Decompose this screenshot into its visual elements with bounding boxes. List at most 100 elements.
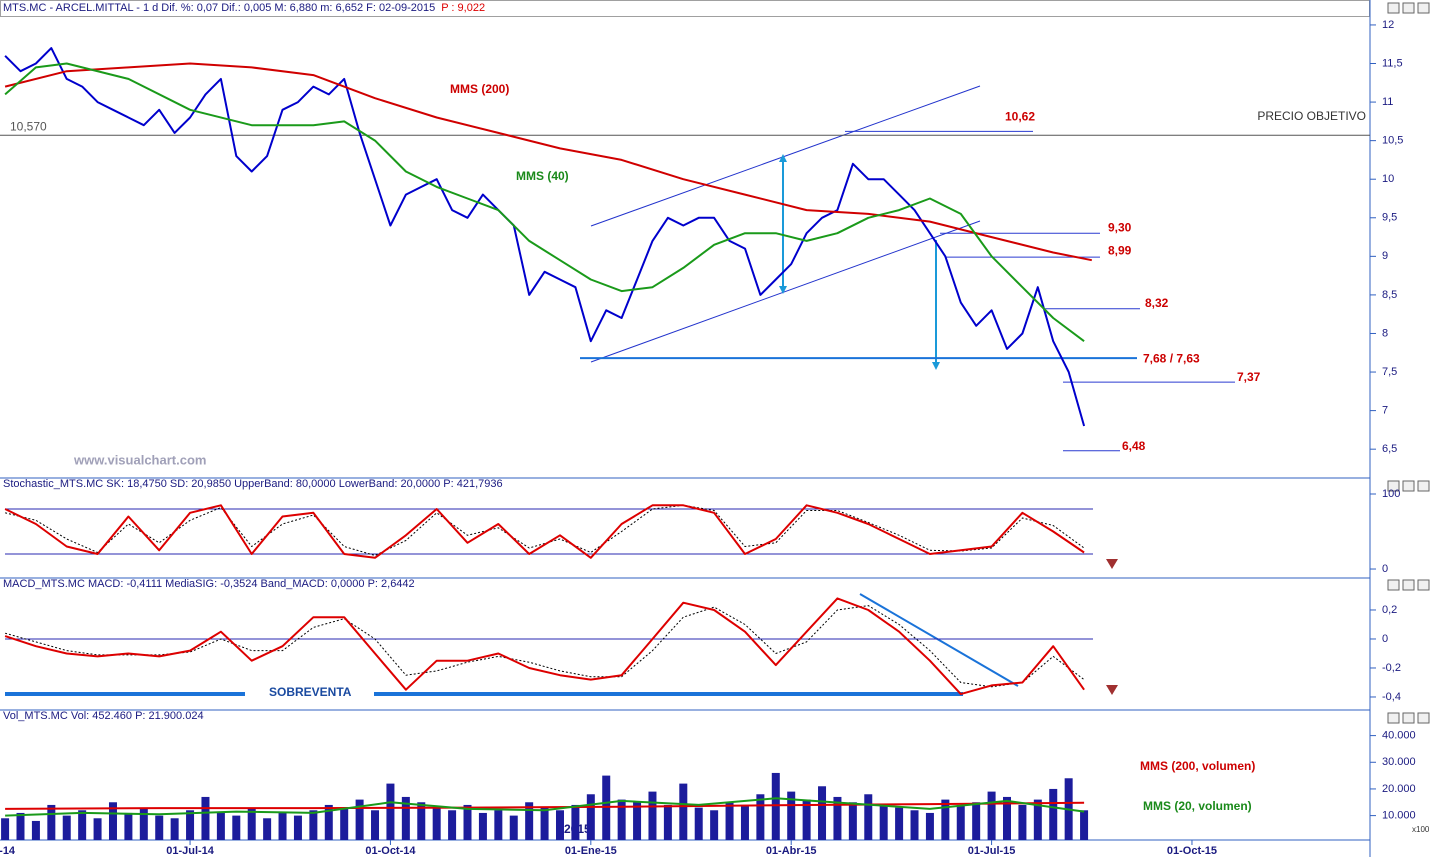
volume-bar: [771, 772, 780, 840]
x-tick-label: 01-Abr-14: [0, 845, 16, 857]
volume-bar: [201, 796, 210, 840]
series-line: [4, 597, 1085, 696]
volume-bar: [586, 794, 595, 840]
volume-bar: [139, 807, 148, 840]
volume-bar: [1033, 799, 1042, 840]
button[interactable]: [1387, 480, 1400, 492]
button[interactable]: [1387, 712, 1400, 724]
x-tick-label: 01-Jul-15: [968, 845, 1016, 857]
volume-bar: [864, 794, 873, 840]
volume-bar: [818, 786, 827, 840]
volume-bar: [987, 791, 996, 840]
ma-label: MMS (20, volumen): [1143, 799, 1252, 813]
volume-bar: [895, 807, 904, 840]
series-line: [4, 504, 1085, 559]
pane-header: Vol_MTS.MC Vol: 452.460 P: 21.900.024: [3, 710, 204, 722]
level-label: 8,99: [1108, 243, 1132, 257]
volume-bar: [371, 810, 380, 840]
volume-bar: [278, 812, 287, 840]
volume-bar: [170, 818, 179, 840]
volume-bar: [448, 810, 457, 840]
y-tick-label: 20.000: [1382, 783, 1416, 795]
x-tick-label: 01-Abr-15: [766, 845, 817, 857]
volume-bar: [1002, 796, 1011, 840]
ma-label: MMS (40): [516, 169, 569, 183]
volume-bar: [309, 810, 318, 840]
volume-bar: [740, 804, 749, 840]
volume-bar: [540, 807, 549, 840]
volume-bar: [956, 804, 965, 840]
window-buttons: [1387, 2, 1430, 724]
y-tick-label: 10: [1382, 173, 1394, 185]
ma-label: MMS (200): [450, 82, 509, 96]
trend-line: [859, 593, 1019, 687]
volume-bar: [555, 810, 564, 840]
volume-bar: [787, 791, 796, 840]
button[interactable]: [1387, 2, 1400, 14]
y-tick-label: 7: [1382, 405, 1388, 417]
y-tick-label: 9: [1382, 250, 1388, 262]
volume-bar: [848, 802, 857, 840]
x-tick-label: 01-Ene-15: [565, 845, 617, 857]
volume-bar: [247, 807, 256, 840]
series-line: [4, 62, 1085, 342]
y-tick-label: 8: [1382, 327, 1388, 339]
header-price: P : 9,022: [441, 2, 485, 14]
y-tick-label: 10,5: [1382, 135, 1403, 147]
volume-bar: [186, 810, 195, 840]
button[interactable]: [1402, 2, 1415, 14]
down-arrow: [1106, 685, 1118, 695]
header-text: MTS.MC - ARCEL.MITTAL - 1 d Dif. %: 0,07…: [3, 2, 435, 14]
button[interactable]: [1387, 579, 1400, 591]
y-tick-label: 9,5: [1382, 212, 1397, 224]
y-tick-label: 10.000: [1382, 810, 1416, 822]
y-tick-label: 0,2: [1382, 604, 1397, 616]
volume-bar: [910, 810, 919, 840]
volume-bar: [679, 783, 688, 840]
volume-bar: [509, 815, 518, 840]
arrow-head: [932, 362, 940, 370]
volume-bar: [941, 799, 950, 840]
volume-bar: [925, 812, 934, 840]
button[interactable]: [1417, 579, 1430, 591]
y-tick-label: 12: [1382, 19, 1394, 31]
volume-bar: [463, 804, 472, 840]
y-tick-label: 30.000: [1382, 756, 1416, 768]
volume-bar: [108, 802, 117, 840]
pane-header: MACD_MTS.MC MACD: -0,4111 MediaSIG: -0,3…: [3, 578, 415, 590]
level-label: 10,62: [1005, 110, 1035, 124]
button[interactable]: [1417, 480, 1430, 492]
volume-bar: [155, 815, 164, 840]
volume-bar: [494, 810, 503, 840]
button[interactable]: [1417, 712, 1430, 724]
volume-bar: [31, 820, 40, 840]
volume-bar: [1, 818, 10, 840]
volume-bar: [694, 807, 703, 840]
volume-bar: [633, 802, 642, 840]
volume-bar: [401, 796, 410, 840]
volume-bar: [93, 818, 102, 840]
volume-bar: [216, 812, 225, 840]
volume-bar: [293, 815, 302, 840]
button[interactable]: [1402, 712, 1415, 724]
volume-bar: [124, 812, 133, 840]
button[interactable]: [1402, 579, 1415, 591]
volume-bar: [725, 802, 734, 840]
volume-bar: [525, 802, 534, 840]
button[interactable]: [1402, 480, 1415, 492]
volume-bar: [478, 812, 487, 840]
y-tick-label: 100: [1382, 488, 1400, 500]
volume-bar: [232, 815, 241, 840]
level-label: 7,68 / 7,63: [1143, 351, 1200, 365]
watermark: www.visualchart.com: [73, 452, 206, 467]
annotation: SOBREVENTA: [269, 685, 352, 699]
y-tick-label: 6,5: [1382, 443, 1397, 455]
level-label: 10,570: [10, 119, 47, 133]
button[interactable]: [1417, 2, 1430, 14]
volume-bar: [879, 804, 888, 840]
x-tick-label: 01-Oct-14: [365, 845, 416, 857]
volume-bar: [663, 804, 672, 840]
y-tick-label: 11: [1382, 96, 1393, 108]
volume-bar: [47, 804, 56, 840]
